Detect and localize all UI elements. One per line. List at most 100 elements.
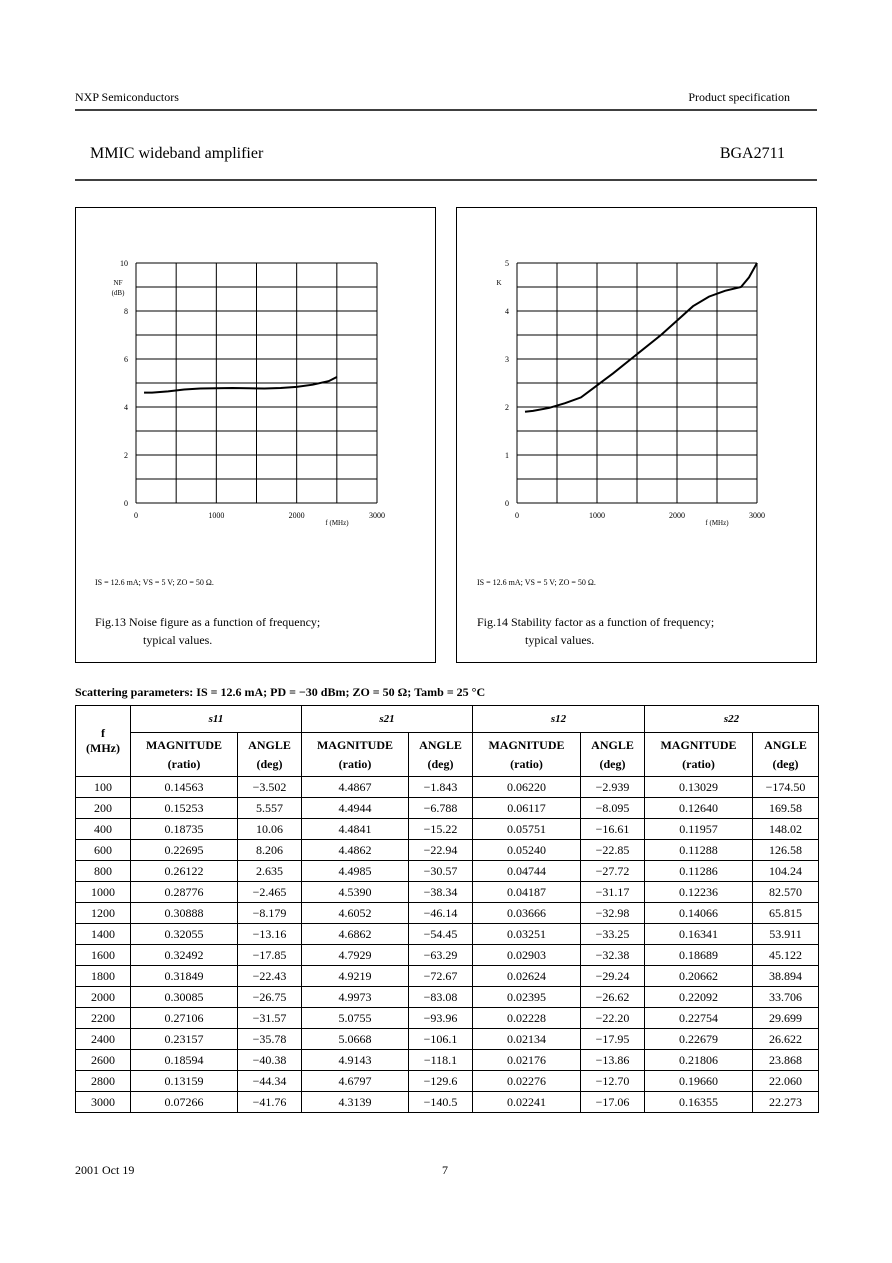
data-cell: −17.85	[237, 944, 302, 966]
data-row: 2200 0.27106 −31.57 5.0755 −93.96 0.02228 −22.…	[75, 1007, 819, 1029]
data-cell: 22.273	[752, 1091, 819, 1113]
x-axis-label: f (MHz)	[325, 519, 349, 527]
data-cell: 148.02	[752, 818, 819, 840]
data-cell: 169.58	[752, 797, 819, 819]
data-cell: 65.815	[752, 902, 819, 924]
data-cell: 0.02624	[472, 965, 581, 987]
caption: typical values.	[525, 633, 594, 647]
company: NXP Semiconductors	[75, 90, 179, 104]
group-header: s12	[472, 705, 645, 733]
data-cell: −8.095	[580, 797, 645, 819]
data-cell: −8.179	[237, 902, 302, 924]
data-cell: 0.02228	[472, 1007, 581, 1029]
data-cell: −32.98	[580, 902, 645, 924]
data-cell: 0.06117	[472, 797, 581, 819]
data-cell: 0.22679	[644, 1028, 753, 1050]
y-tick-label: 6	[124, 355, 128, 364]
data-row: 2800 0.13159 −44.34 4.6797 −129.6 0.02276 −12.…	[75, 1070, 819, 1092]
data-cell: 0.22754	[644, 1007, 753, 1029]
data-cell: 0.13029	[644, 776, 753, 798]
data-cell: 5.557	[237, 797, 302, 819]
data-row: 3000 0.07266 −41.76 4.3139 −140.5 0.02241 −17.…	[75, 1091, 819, 1113]
data-cell: 0.15253	[130, 797, 238, 819]
x-tick-label: 3000	[369, 511, 385, 520]
data-cell: 0.14563	[130, 776, 238, 798]
data-row: 1000 0.28776 −2.465 4.5390 −38.34 0.04187 −31.…	[75, 881, 819, 903]
data-cell: −26.62	[580, 986, 645, 1008]
data-cell: −118.1	[408, 1049, 473, 1071]
data-row: 1800 0.31849 −22.43 4.9219 −72.67 0.02624 −29.…	[75, 965, 819, 987]
data-cell: −2.465	[237, 881, 302, 903]
data-cell: 0.32492	[130, 944, 238, 966]
y-tick-label: 10	[120, 259, 128, 268]
data-cell: 0.03666	[472, 902, 581, 924]
data-row: 2400 0.23157 −35.78 5.0668 −106.1 0.02134 −17.…	[75, 1028, 819, 1050]
data-row: 2600 0.18594 −40.38 4.9143 −118.1 0.02176 −13.…	[75, 1049, 819, 1071]
data-cell: −83.08	[408, 986, 473, 1008]
data-cell: 4.9143	[301, 1049, 409, 1071]
header-text: MAGNITUDE	[488, 737, 565, 752]
data-cell: 0.05240	[472, 839, 581, 861]
doc-title: MMIC wideband amplifier	[90, 145, 264, 162]
data-cell: 0.12236	[644, 881, 753, 903]
data-cell: 800	[75, 860, 131, 882]
data-cell: 0.19660	[644, 1070, 753, 1092]
group-header: s11	[130, 705, 302, 733]
table-title: Scattering parameters: IS = 12.6 mA; PD …	[75, 685, 485, 699]
y-tick-label: 5	[505, 259, 509, 268]
y-tick-label: 3	[505, 355, 509, 364]
data-cell: 600	[75, 839, 131, 861]
data-cell: 0.02903	[472, 944, 581, 966]
data-cell: 200	[75, 797, 131, 819]
data-cell: −33.25	[580, 923, 645, 945]
header-text: ANGLE	[591, 737, 634, 752]
data-cell: 0.04187	[472, 881, 581, 903]
data-row: 800 0.26122 2.635 4.4985 −30.57 0.04744 −27.72…	[75, 860, 819, 882]
group-text: s12	[550, 713, 567, 725]
header-cell: f (MHz)	[75, 705, 131, 777]
header-row: MAGNITUDE (ratio) ANGLE (deg) MAGNITUDE (rati…	[76, 732, 819, 777]
y-tick-label: 4	[124, 403, 128, 412]
data-cell: 0.16341	[644, 923, 753, 945]
data-cell: −6.788	[408, 797, 473, 819]
sub-header: MAGNITUDE (ratio)	[472, 732, 581, 777]
header-text: MAGNITUDE	[145, 737, 222, 752]
header-text: ANGLE	[248, 737, 291, 752]
data-row: 400 0.18735 10.06 4.4841 −15.22 0.05751 −16.61…	[75, 818, 819, 840]
data-row: 2000 0.30085 −26.75 4.9973 −83.08 0.02395 −26.…	[75, 986, 819, 1008]
data-cell: 0.21806	[644, 1049, 753, 1071]
data-row: 100 0.14563 −3.502 4.4867 −1.843 0.06220 −2.93…	[75, 776, 819, 798]
data-row: 600 0.22695 8.206 4.4862 −22.94 0.05240 −22.85…	[75, 839, 819, 861]
data-cell: −26.75	[237, 986, 302, 1008]
data-cell: 0.02241	[472, 1091, 581, 1113]
data-cell: 0.11286	[644, 860, 753, 882]
data-cell: 400	[75, 818, 131, 840]
data-cell: 8.206	[237, 839, 302, 861]
data-cell: 10.06	[237, 818, 302, 840]
data-cell: −35.78	[237, 1028, 302, 1050]
x-axis-label: f (MHz)	[705, 519, 729, 527]
data-row: 200 0.15253 5.557 4.4944 −6.788 0.06117 −8.095…	[75, 797, 819, 819]
data-cell: 4.9219	[301, 965, 409, 987]
data-cell: −174.50	[752, 776, 819, 798]
data-cell: −140.5	[408, 1091, 473, 1113]
conditions: IS = 12.6 mA; VS = 5 V; ZO = 50 Ω.	[95, 578, 214, 587]
data-cell: 0.30888	[130, 902, 238, 924]
data-cell: 4.7929	[301, 944, 409, 966]
data-cell: −15.22	[408, 818, 473, 840]
header-text: MAGNITUDE	[660, 737, 737, 752]
data-cell: −46.14	[408, 902, 473, 924]
x-tick-label: 2000	[669, 511, 685, 520]
data-cell: −3.502	[237, 776, 302, 798]
data-cell: −17.95	[580, 1028, 645, 1050]
curve	[524, 262, 758, 413]
page-number: 7	[442, 1163, 448, 1177]
data-cell: 0.13159	[130, 1070, 238, 1092]
data-cell: 4.5390	[301, 881, 409, 903]
y-tick-label: 1	[505, 451, 509, 460]
data-cell: 4.9973	[301, 986, 409, 1008]
group-text: s22	[723, 713, 740, 725]
header-text: (ratio)	[682, 756, 715, 771]
data-cell: 2800	[75, 1070, 131, 1092]
data-cell: −2.939	[580, 776, 645, 798]
